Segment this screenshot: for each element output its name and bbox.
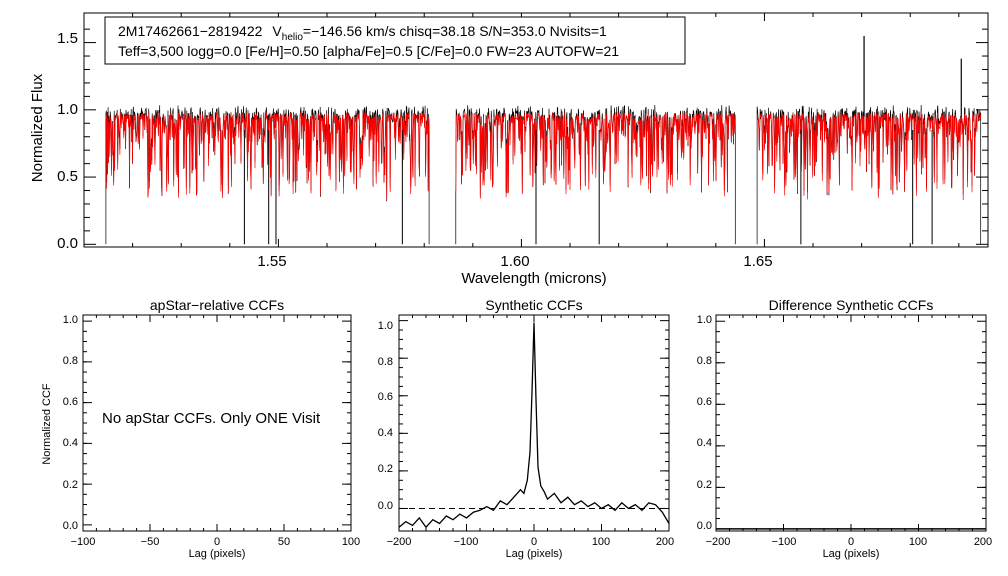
- spectrum-x-axis-title: Wavelength (microns): [461, 270, 606, 287]
- difference-ytick-label: 0.2: [697, 479, 712, 491]
- apstar-ytick-label: 0.4: [63, 437, 78, 449]
- spectrum-ticks: [84, 13, 988, 247]
- synthetic-ccf-title: Synthetic CCFs: [485, 297, 582, 313]
- synthetic-ccf-panel: Synthetic CCFs 0.0 0.2 0.4 0.6 0.8 1.0 −…: [378, 297, 674, 560]
- apstar-xtick-label: 0: [214, 536, 220, 548]
- difference-xtick-label: 200: [974, 536, 992, 548]
- difference-ytick-label: 0.8: [697, 355, 712, 367]
- synthetic-ytick-label: 0.6: [378, 391, 393, 403]
- synthetic-xtick-label: 200: [656, 536, 674, 548]
- synthetic-ytick-label: 0.8: [378, 356, 393, 368]
- no-ccf-message: No apStar CCFs. Only ONE Visit: [102, 410, 321, 427]
- difference-ccf-frame: [715, 314, 987, 532]
- spectrum-ytick-label: 0.5: [57, 168, 78, 185]
- vhelio-subscript: helio: [282, 32, 304, 43]
- synthetic-ytick-label: 0.2: [378, 463, 393, 475]
- synthetic-xtick-label: −200: [387, 536, 412, 548]
- spectrum-xtick-label: 1.55: [257, 253, 286, 270]
- difference-ytick-label: 0.0: [697, 520, 712, 532]
- synthetic-xtick-label: 100: [592, 536, 610, 548]
- info-box-frame: [104, 16, 686, 65]
- spectrum-ytick-label: 1.5: [57, 30, 78, 47]
- vhelio-symbol: V: [272, 23, 282, 39]
- synthetic-xtick-label: 0: [531, 536, 537, 548]
- apstar-y-axis-title: Normalized CCF: [41, 383, 53, 465]
- apstar-ccf-panel: apStar−relative CCFs 0.0 0.2 0.4 0.6 0.8…: [41, 297, 360, 560]
- synthetic-ccf-line: [398, 322, 670, 529]
- model-spectrum-line: [105, 111, 430, 200]
- spectrum-xtick-label: 1.60: [500, 253, 529, 270]
- difference-ytick-label: 0.6: [697, 396, 712, 408]
- spectrum-ytick-label: 1.0: [57, 101, 78, 118]
- difference-ccf-title: Difference Synthetic CCFs: [769, 297, 934, 313]
- spectrum-xtick-label: 1.65: [743, 253, 772, 270]
- apstar-ytick-label: 0.2: [63, 479, 78, 491]
- info-line-1: 2M17462661−2819422 Vhelio=−146.56 km/s ch…: [118, 23, 607, 43]
- model-spectrum-line: [756, 112, 982, 201]
- star-id: 2M17462661−2819422: [118, 23, 263, 39]
- apstar-xtick-label: 100: [342, 536, 360, 548]
- synthetic-ccf-ticks: [398, 315, 670, 531]
- spectrum-panel: 0.0 1.0 0.5 1.5 1.55 1.60 1.65 Wavelengt…: [29, 12, 989, 287]
- difference-xtick-label: 100: [909, 536, 927, 548]
- apstar-ccf-ticks: [82, 315, 352, 531]
- spectrum-info-box: 2M17462661−2819422 Vhelio=−146.56 km/s ch…: [104, 16, 686, 65]
- apstar-x-axis-title: Lag (pixels): [189, 548, 246, 560]
- difference-ytick-label: 0.4: [697, 437, 712, 449]
- spectrum-y-axis-title: Normalized Flux: [29, 73, 46, 182]
- spectrum-ytick-label: 0.0: [57, 235, 78, 252]
- difference-x-axis-title: Lag (pixels): [823, 548, 880, 560]
- info-line-2: Teff=3,500 logg=0.0 [Fe/H]=0.50 [alpha/F…: [118, 43, 619, 59]
- synthetic-x-axis-title: Lag (pixels): [506, 548, 563, 560]
- synthetic-ytick-label: 1.0: [378, 320, 393, 332]
- apstar-xtick-label: −50: [141, 536, 160, 548]
- difference-ccf-ticks: [715, 315, 987, 531]
- spectrum-series-group: [105, 35, 982, 245]
- vhelio-value: =−146.56 km/s chisq=38.18 S/N=353.0 Nvis…: [303, 23, 607, 39]
- apstar-ytick-label: 1.0: [63, 314, 78, 326]
- synthetic-ytick-label: 0.0: [378, 500, 393, 512]
- apstar-ytick-label: 0.0: [63, 520, 78, 532]
- apstar-ccf-title: apStar−relative CCFs: [150, 297, 284, 313]
- apstar-xtick-label: −100: [71, 536, 96, 548]
- difference-ytick-label: 1.0: [697, 314, 712, 326]
- difference-ccf-panel: Difference Synthetic CCFs 0.0 0.2 0.4 0.…: [697, 297, 992, 560]
- apstar-xtick-label: 50: [278, 536, 290, 548]
- apstar-ytick-label: 0.8: [63, 355, 78, 367]
- apstar-ytick-label: 0.6: [63, 396, 78, 408]
- difference-xtick-label: −100: [772, 536, 797, 548]
- model-spectrum-line: [455, 111, 736, 199]
- synthetic-ytick-label: 0.4: [378, 427, 393, 439]
- synthetic-xtick-label: −100: [454, 536, 479, 548]
- difference-xtick-label: 0: [848, 536, 854, 548]
- spectrum-plot-frame: [83, 12, 989, 248]
- synthetic-ccf-series: [398, 322, 670, 529]
- difference-xtick-label: −200: [706, 536, 731, 548]
